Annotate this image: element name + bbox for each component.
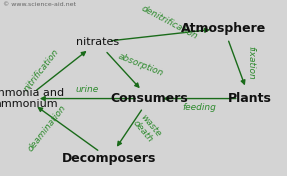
Text: Consumers: Consumers xyxy=(110,92,188,105)
Text: deamination: deamination xyxy=(26,103,68,153)
Text: feeding: feeding xyxy=(183,103,216,112)
Text: fixation: fixation xyxy=(247,46,256,80)
Text: nitrification: nitrification xyxy=(22,47,61,93)
Text: waste
death: waste death xyxy=(130,112,162,145)
Text: © www.science-aid.net: © www.science-aid.net xyxy=(3,2,76,7)
Text: Atmosphere: Atmosphere xyxy=(181,22,267,35)
Text: denitrification: denitrification xyxy=(139,4,199,42)
Text: absorption: absorption xyxy=(117,52,165,78)
Text: urine: urine xyxy=(76,85,99,94)
Text: Decomposers: Decomposers xyxy=(62,152,156,165)
Text: Plants: Plants xyxy=(228,92,272,105)
Text: ammonia and
ammonium: ammonia and ammonium xyxy=(0,88,64,109)
Text: nitrates: nitrates xyxy=(76,37,119,47)
